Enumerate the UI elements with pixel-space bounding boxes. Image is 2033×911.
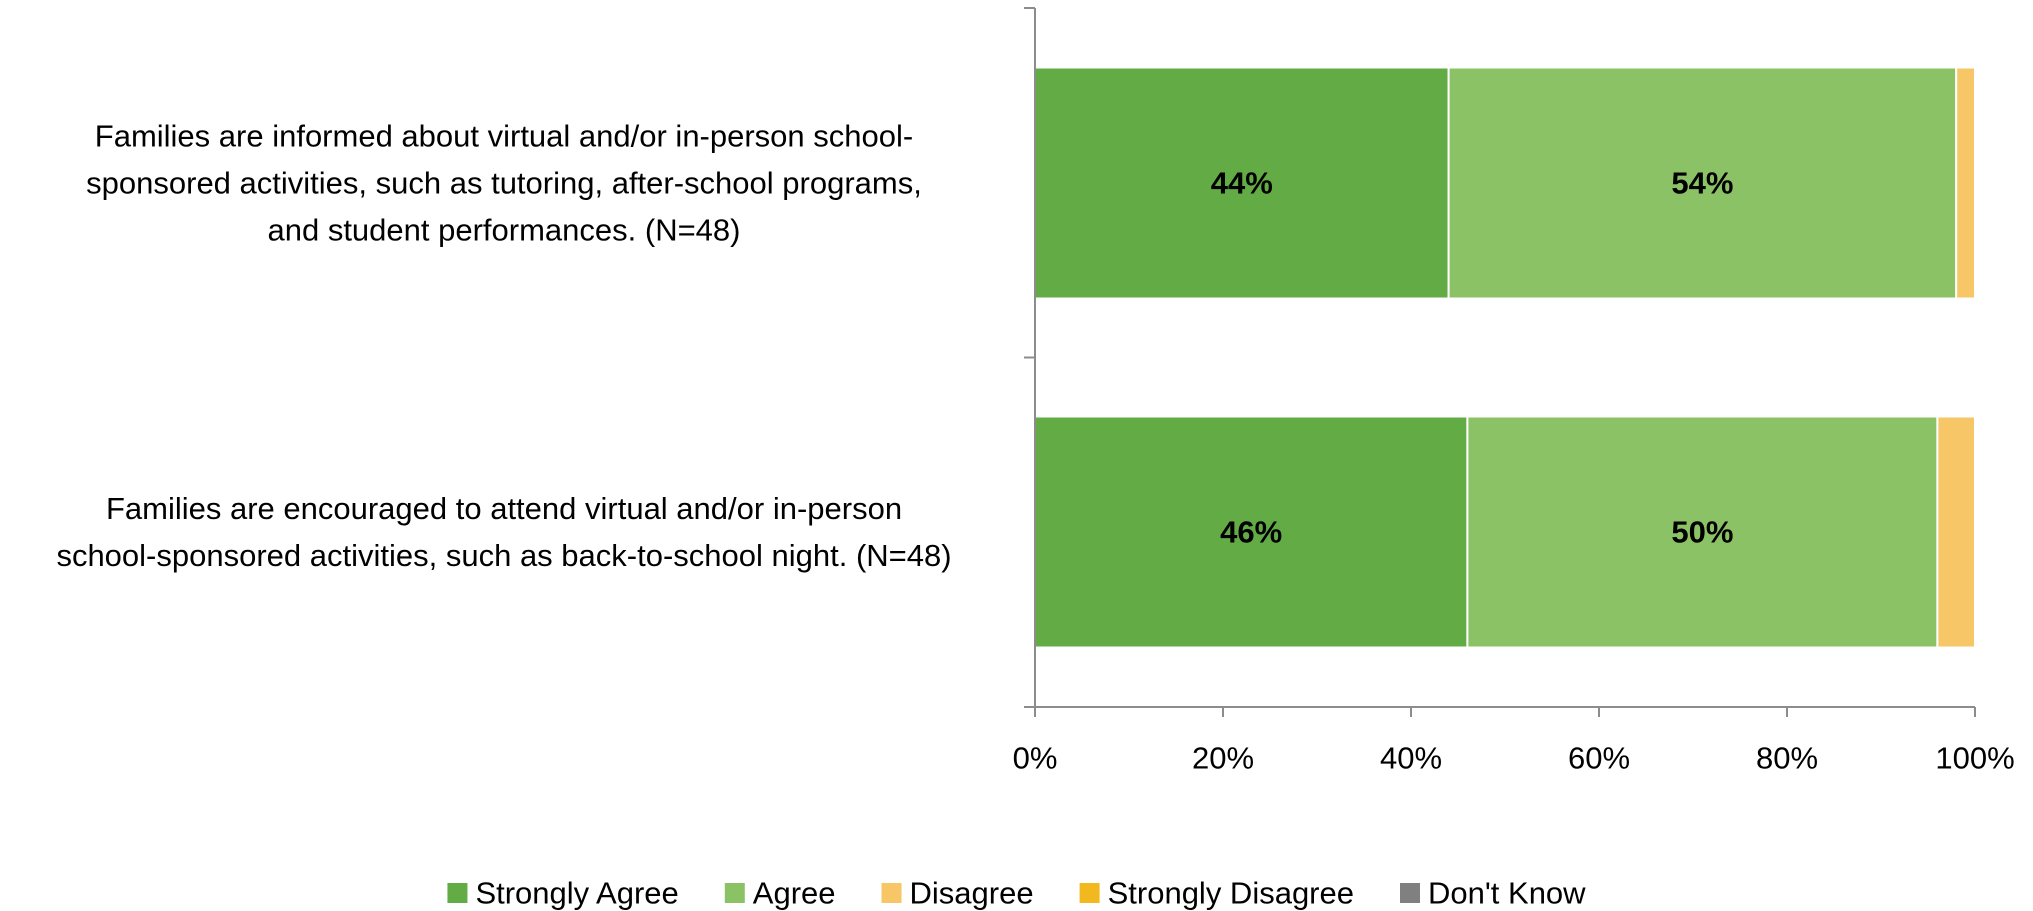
- category-labels: Families are informed about virtual and/…: [56, 119, 951, 574]
- bar-disagree-2: [1936, 415, 1977, 649]
- category-label-1: Families are informed about virtual and/…: [86, 119, 922, 248]
- legend-item-strongly-agree: Strongly Agree: [447, 876, 679, 911]
- legend-item-disagree: Disagree: [881, 876, 1034, 911]
- bar-strongly-agree-1: [1034, 66, 1450, 300]
- category-label-line: Families are informed about virtual and/…: [95, 119, 913, 154]
- category-label-line: school-sponsored activities, such as bac…: [56, 538, 951, 573]
- x-tick-label: 20%: [1192, 741, 1254, 776]
- legend-swatch: [881, 883, 902, 903]
- category-label-line: and student performances. (N=48): [267, 213, 740, 248]
- legend-item-don-t-know: Don't Know: [1400, 876, 1586, 911]
- legend-label: Agree: [753, 876, 836, 911]
- legend-swatch: [1400, 883, 1420, 903]
- data-label: 50%: [1671, 515, 1733, 550]
- bar-disagree-1: [1955, 66, 1976, 300]
- legend-label: Disagree: [910, 876, 1034, 911]
- legend-swatch: [724, 883, 745, 903]
- x-tick-label: 40%: [1380, 741, 1442, 776]
- legend: Strongly Agree Agree Disagree Strongly Disa…: [447, 876, 1586, 911]
- legend-item-agree: Agree: [724, 876, 836, 911]
- legend-swatch: [1079, 883, 1100, 903]
- bars-layer: [1034, 66, 1977, 649]
- data-label: 44%: [1211, 166, 1273, 201]
- category-label-line: Families are encouraged to attend virtua…: [106, 491, 902, 526]
- axes-layer: 0% 20% 40% 60% 80% 100%: [1013, 7, 2015, 776]
- data-label: 54%: [1671, 166, 1733, 201]
- x-tick-label: 80%: [1756, 741, 1818, 776]
- data-label: 46%: [1220, 515, 1282, 550]
- data-labels: 44% 54% 46% 50%: [1211, 166, 1734, 550]
- bar-agree-1: [1447, 66, 1958, 300]
- category-label-2: Families are encouraged to attend virtua…: [56, 491, 951, 573]
- legend-swatch: [447, 883, 468, 903]
- x-tick-label: 100%: [1935, 741, 2014, 776]
- bar-agree-2: [1466, 415, 1939, 649]
- bar-strongly-agree-2: [1034, 415, 1469, 649]
- x-tick-label: 0%: [1013, 741, 1058, 776]
- x-tick-label: 60%: [1568, 741, 1630, 776]
- legend-label: Don't Know: [1428, 876, 1586, 911]
- legend-label: Strongly Agree: [475, 876, 678, 911]
- legend-item-strongly-disagree: Strongly Disagree: [1079, 876, 1354, 911]
- category-label-line: sponsored activities, such as tutoring, …: [86, 166, 922, 201]
- legend-label: Strongly Disagree: [1108, 876, 1354, 911]
